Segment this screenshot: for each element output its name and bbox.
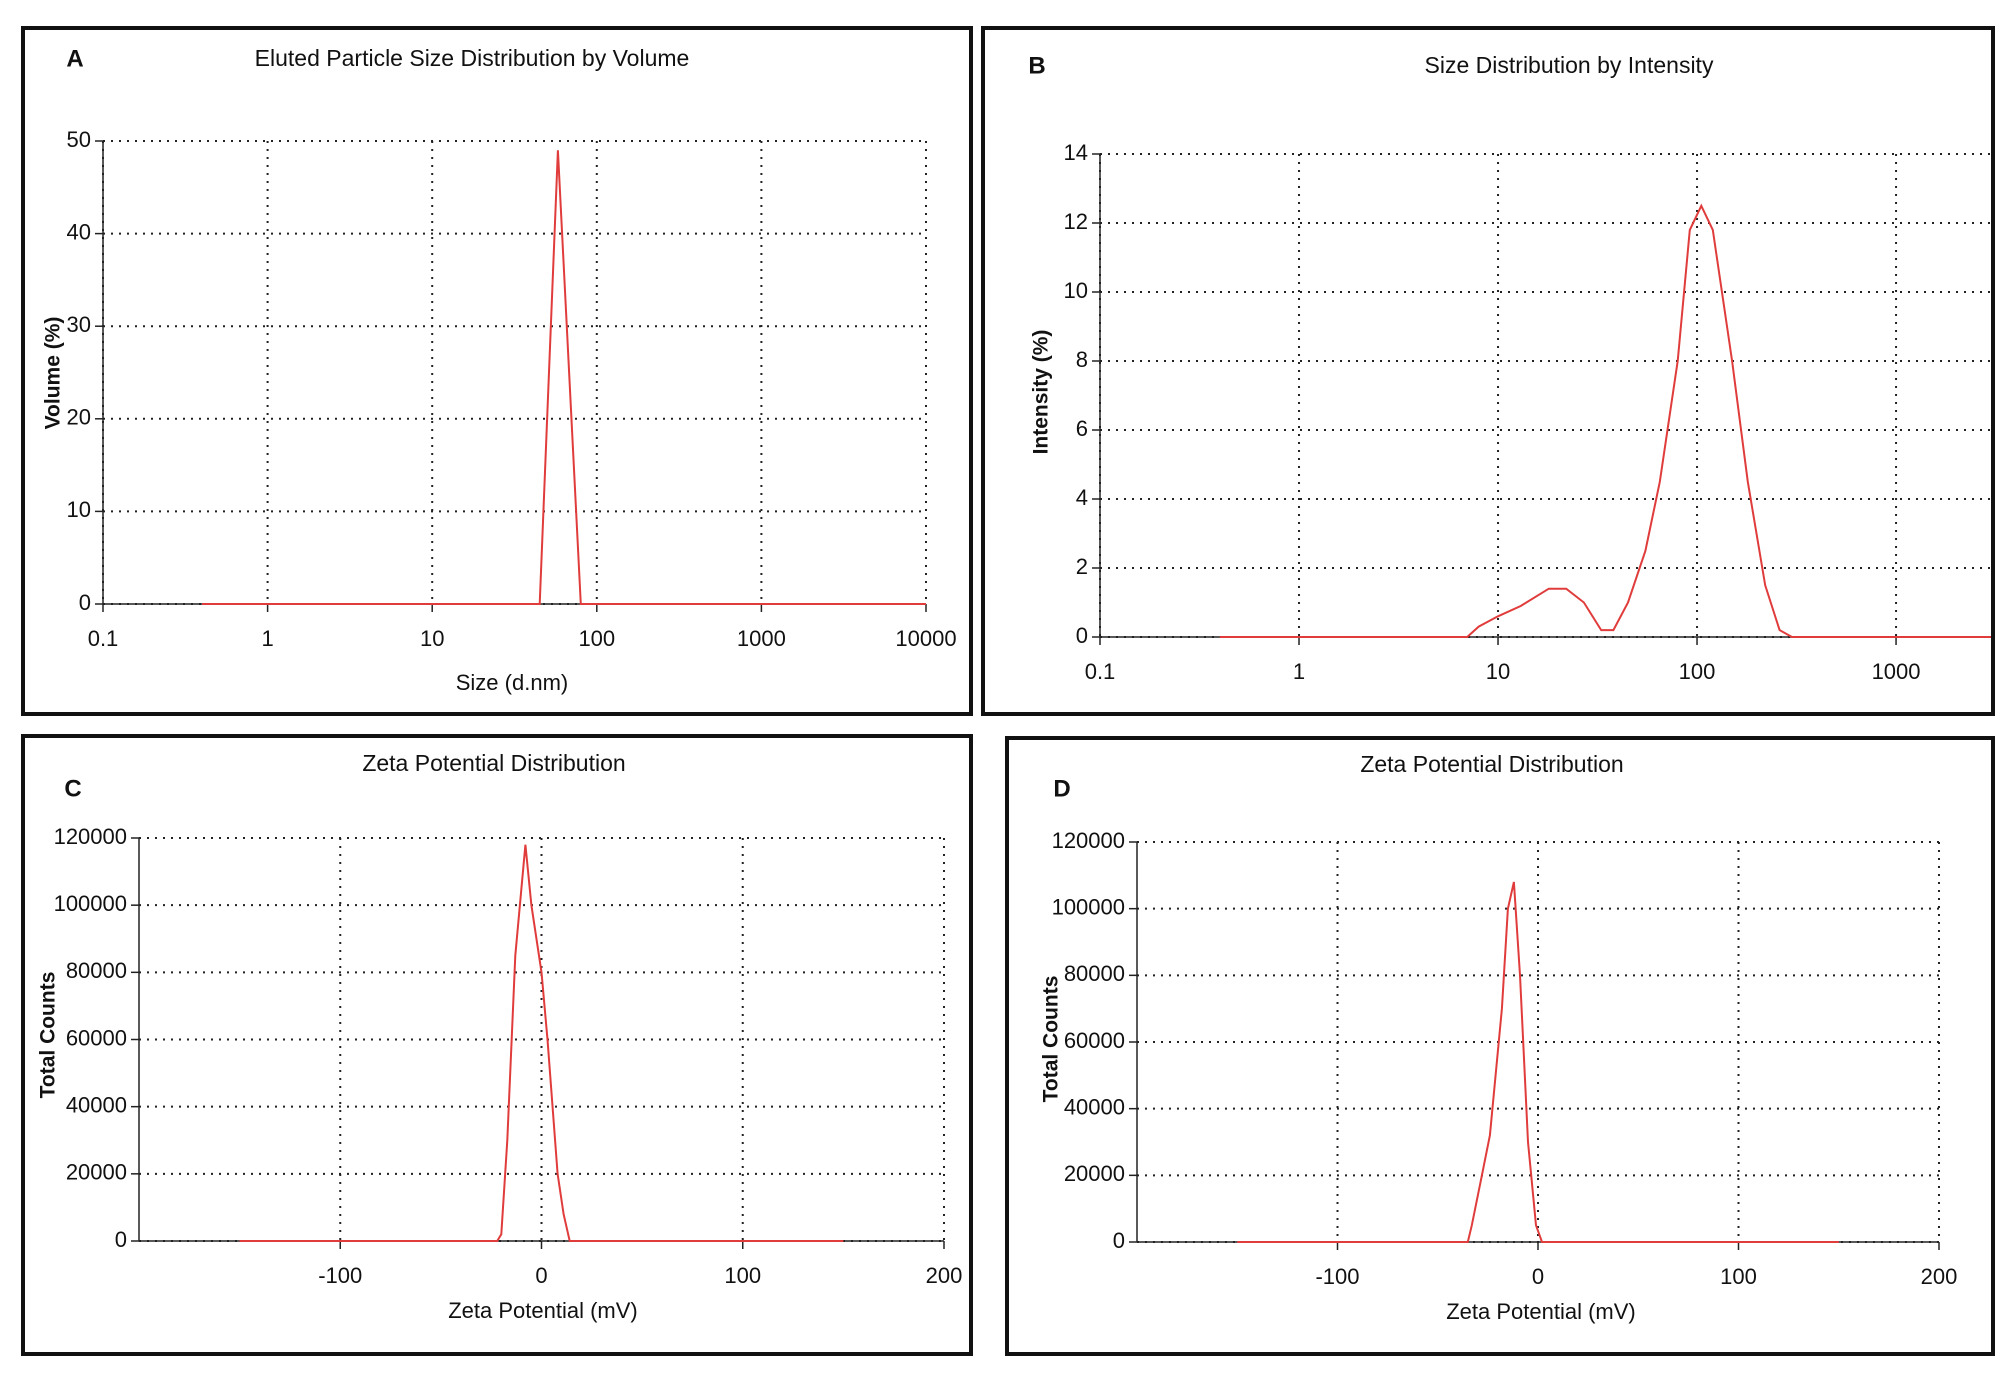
panel-letter: B <box>1028 52 1045 79</box>
x-tick-label: 10 <box>420 626 444 651</box>
x-tick-label: 200 <box>926 1263 963 1288</box>
y-axis-label: Intensity (%) <box>1030 330 1053 455</box>
y-tick-label: 50 <box>67 127 91 152</box>
data-line <box>239 844 844 1242</box>
y-tick-label: 10 <box>1064 278 1088 303</box>
x-tick-label: 10000 <box>895 626 956 651</box>
x-tick-label: 1000 <box>1872 659 1921 684</box>
y-axis-label: Total Counts <box>37 972 60 1099</box>
x-tick-label: 1000 <box>737 626 786 651</box>
y-tick-label: 10 <box>67 497 91 522</box>
x-tick-label: 10 <box>1486 659 1510 684</box>
x-tick-label: 0.1 <box>1085 659 1116 684</box>
x-tick-label: 200 <box>1921 1264 1958 1289</box>
x-tick-label: 100 <box>724 1263 761 1288</box>
x-tick-label: 0.1 <box>88 626 119 651</box>
panel-letter: C <box>64 775 81 802</box>
x-tick-label: -100 <box>318 1263 362 1288</box>
x-axis-label: Zeta Potential (mV) <box>448 1298 638 1323</box>
panel-frame <box>981 26 1995 716</box>
y-tick-label: 100000 <box>54 891 127 916</box>
chart-title: Zeta Potential Distribution <box>1360 751 1623 777</box>
y-tick-label: 30 <box>67 312 91 337</box>
x-tick-label: 100 <box>578 626 615 651</box>
y-tick-label: 80000 <box>66 958 127 983</box>
y-tick-label: 2 <box>1076 554 1088 579</box>
x-tick-label: 0 <box>535 1263 547 1288</box>
y-tick-label: 20000 <box>66 1160 127 1185</box>
x-tick-label: 0 <box>1532 1264 1544 1289</box>
panel-letter: A <box>66 45 83 72</box>
y-tick-label: 0 <box>115 1227 127 1252</box>
x-tick-label: -100 <box>1315 1264 1359 1289</box>
y-tick-label: 14 <box>1064 140 1088 165</box>
y-tick-label: 20000 <box>1064 1161 1125 1186</box>
y-tick-label: 20 <box>67 405 91 430</box>
panel-frame <box>21 26 973 716</box>
y-tick-label: 40000 <box>1064 1094 1125 1119</box>
y-axis-label: Total Counts <box>1040 976 1063 1103</box>
y-tick-label: 12 <box>1064 209 1088 234</box>
x-tick-label: 1 <box>261 626 273 651</box>
x-tick-label: 100 <box>1720 1264 1757 1289</box>
y-tick-label: 4 <box>1076 485 1088 510</box>
x-tick-label: 1 <box>1293 659 1305 684</box>
chart-title: Eluted Particle Size Distribution by Vol… <box>255 45 690 71</box>
y-axis-label: Volume (%) <box>42 317 65 430</box>
x-tick-label: 100 <box>1679 659 1716 684</box>
y-tick-label: 80000 <box>1064 961 1125 986</box>
y-tick-label: 100000 <box>1052 894 1125 919</box>
y-tick-label: 120000 <box>1052 828 1125 853</box>
panel-frame <box>21 734 973 1356</box>
y-tick-label: 40000 <box>66 1092 127 1117</box>
y-tick-label: 0 <box>1113 1228 1125 1253</box>
panel-frame <box>1005 736 1995 1356</box>
y-tick-label: 6 <box>1076 416 1088 441</box>
y-tick-label: 8 <box>1076 347 1088 372</box>
data-line <box>1219 203 1991 638</box>
x-axis-label: Size (d.nm) <box>456 670 568 695</box>
data-line <box>202 150 926 605</box>
y-tick-label: 120000 <box>54 824 127 849</box>
panel-letter: D <box>1053 775 1070 802</box>
chart-title: Size Distribution by Intensity <box>1425 52 1714 78</box>
chart-title: Zeta Potential Distribution <box>362 750 625 776</box>
x-axis-label: Zeta Potential (mV) <box>1446 1299 1636 1324</box>
y-tick-label: 60000 <box>1064 1028 1125 1053</box>
y-tick-label: 40 <box>67 219 91 244</box>
y-tick-label: 60000 <box>66 1025 127 1050</box>
data-line <box>1237 881 1839 1243</box>
y-tick-label: 0 <box>79 590 91 615</box>
y-tick-label: 0 <box>1076 623 1088 648</box>
